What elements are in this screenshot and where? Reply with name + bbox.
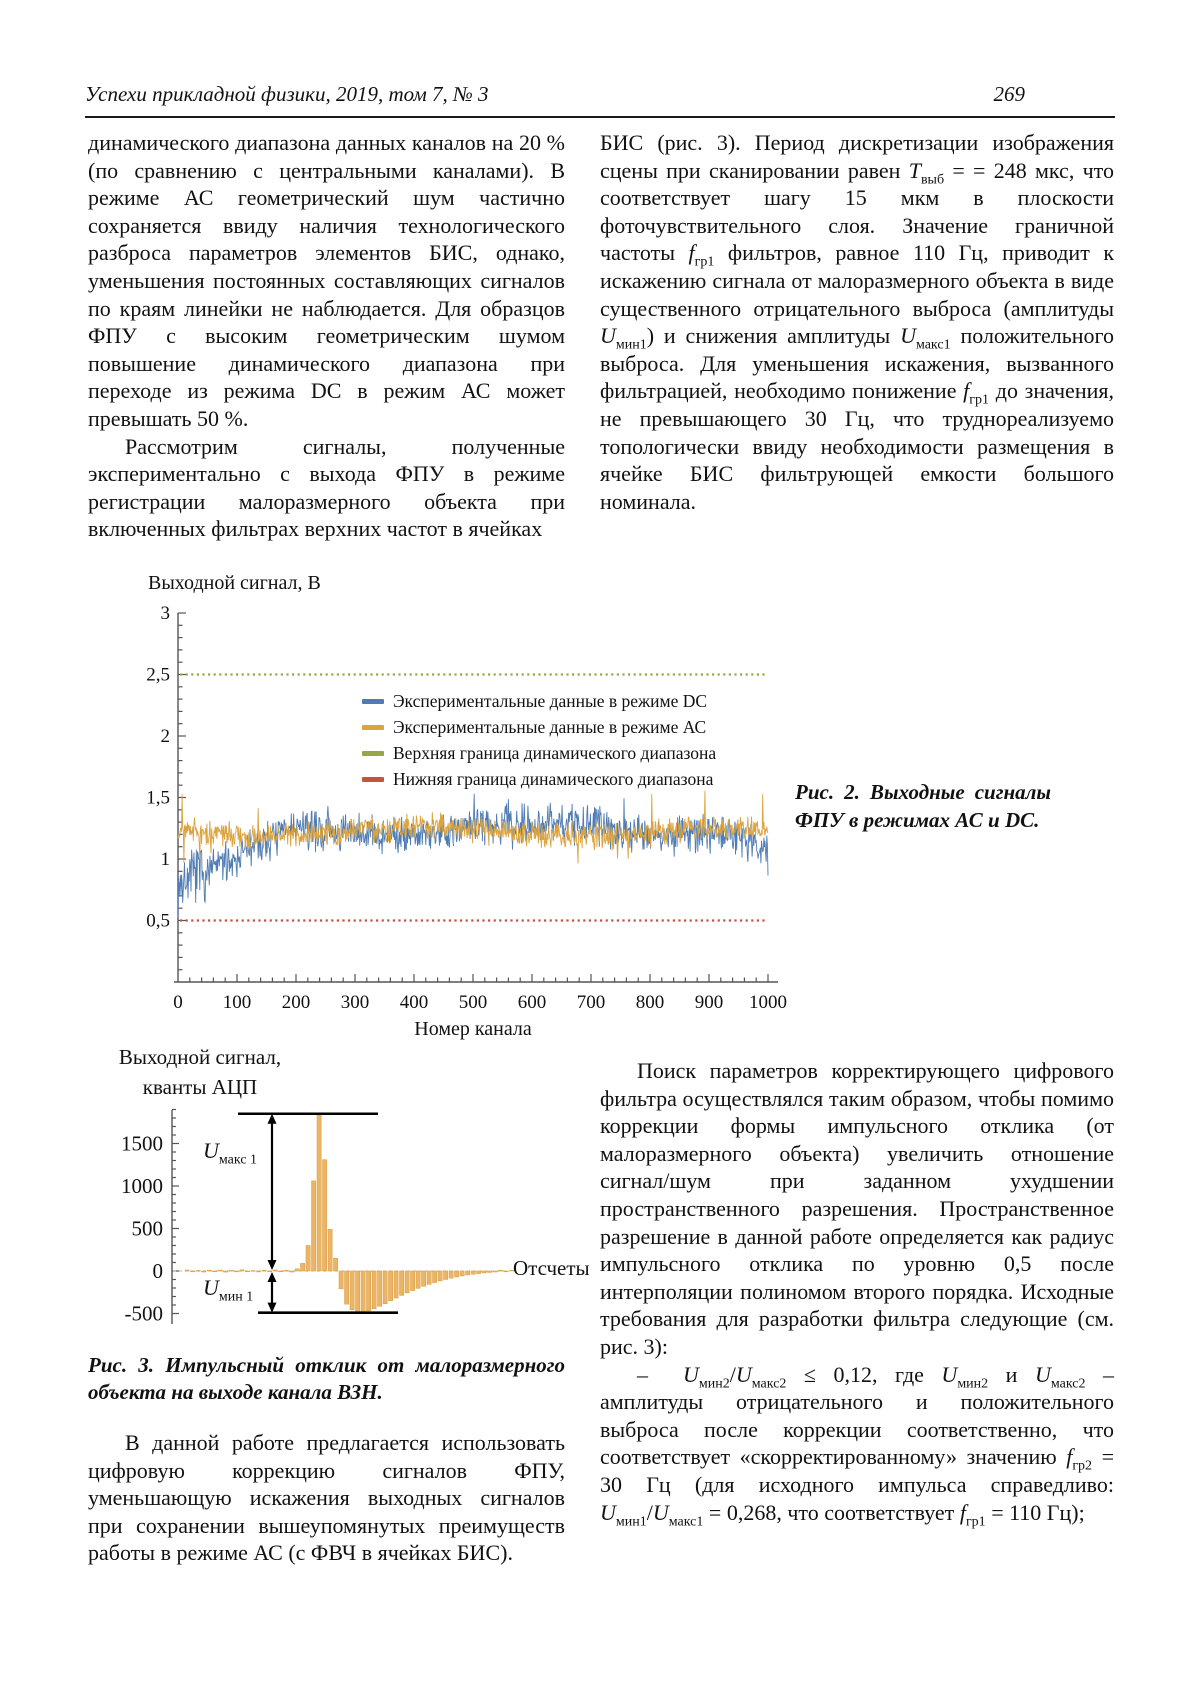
fig3-plot: -500 0 500 1000 1500 [85,1038,615,1345]
fig2-caption: Рис. 2. Выходные сигналы ФПУ в режимах А… [795,780,1051,832]
svg-text:500: 500 [132,1217,164,1241]
figure-2: Выходной сигнал, В 0,5 1 1,5 2 2,5 3 0 100 200 30… [130,550,800,1062]
svg-text:200: 200 [282,992,311,1013]
page-number: 269 [993,82,1026,106]
svg-text:2: 2 [161,726,171,747]
legend-label: Верхняя граница динамического диапазона [393,743,717,763]
left-column-bottom: В данной работе предлагается использоват… [88,1429,565,1567]
svg-text:3: 3 [161,603,171,624]
svg-text:0: 0 [173,992,183,1013]
svg-text:1000: 1000 [749,992,787,1013]
fig3-umax-label: Uмакс 1 [203,1138,257,1168]
svg-text:300: 300 [341,992,370,1013]
umin-symbol: U [203,1275,219,1300]
svg-text:-500: -500 [125,1302,164,1326]
fig3-y-axis-title-line1: Выходной сигнал, [118,1045,282,1069]
umax-symbol: U [203,1138,219,1163]
fig3-x-axis-title: Отсчеты [513,1256,590,1280]
legend-item: Нижняя граница динамического диапазона [362,766,716,792]
journal-title: Успехи прикладной физики, 2019, том 7, №… [85,82,489,106]
fig3-umin-label: Uмин 1 [203,1275,253,1305]
paragraph: Поиск параметров корректирующего цифрово… [600,1058,1114,1359]
svg-text:500: 500 [459,992,488,1013]
legend-item: Экспериментальные данные в режиме DC [362,688,716,714]
legend-swatch [362,699,384,704]
svg-text:900: 900 [695,992,724,1013]
legend-item: Верхняя граница динамического диапазона [362,740,716,766]
svg-text:0,5: 0,5 [146,911,170,932]
umin-subscript: мин 1 [218,1289,254,1305]
fig2-y-axis-title: Выходной сигнал, В [148,572,321,594]
fig2-legend: Экспериментальные данные в режиме DC Эксп… [362,688,716,792]
paragraph: – Uмин2/Uмакс2 ≤ 0,12, где Uмин2 и Uмакс… [600,1361,1115,1529]
paragraph: динамического диапазона данных каналов н… [88,130,565,431]
legend-label: Экспериментальные данные в режиме АС [393,717,707,737]
paragraph: Рассмотрим сигналы, полученные экспериме… [88,433,565,542]
figure-3: Выходной сигнал, кванты АЦП -500 0 500 1000… [85,1038,615,1345]
svg-text:1: 1 [161,849,171,870]
svg-text:700: 700 [577,992,606,1013]
svg-text:1500: 1500 [121,1132,163,1156]
header-divider [85,116,1115,118]
svg-text:0: 0 [153,1259,164,1283]
svg-text:2,5: 2,5 [146,665,170,686]
svg-text:1,5: 1,5 [146,788,170,809]
svg-text:800: 800 [636,992,665,1013]
legend-item: Экспериментальные данные в режиме АС [362,714,716,740]
legend-label: Нижняя граница динамического диапазона [393,769,714,789]
fig3-y-axis-title-line2: кванты АЦП [142,1075,258,1099]
svg-text:400: 400 [400,992,429,1013]
legend-swatch [362,725,384,730]
svg-text:100: 100 [223,992,252,1013]
legend-swatch [362,777,384,782]
right-column-top: БИС (рис. 3). Период дискретизации изобр… [600,129,1114,515]
svg-text:1000: 1000 [121,1174,163,1198]
legend-swatch [362,751,384,756]
fig2-x-axis-title: Номер канала [414,1018,532,1040]
fig3-y-axis-title: Выходной сигнал, кванты АЦП [95,1042,305,1102]
fig2-plot: 0,5 1 1,5 2 2,5 3 0 100 200 300 400 500 600 700 800 900… [130,550,800,1050]
paragraph: В данной работе предлагается использоват… [88,1430,565,1566]
fig3-caption: Рис. 3. Импульсный отклик от малоразмерн… [88,1353,565,1404]
left-column-top: динамического диапазона данных каналов н… [88,129,565,543]
right-column-bottom: Поиск параметров корректирующего цифрово… [600,1057,1115,1529]
legend-label: Экспериментальные данные в режиме DC [393,691,708,711]
paragraph: БИС (рис. 3). Период дискретизации изобр… [600,130,1115,514]
umax-subscript: макс 1 [218,1152,258,1168]
svg-text:600: 600 [518,992,547,1013]
page-header: Успехи прикладной физики, 2019, том 7, №… [85,82,1115,112]
